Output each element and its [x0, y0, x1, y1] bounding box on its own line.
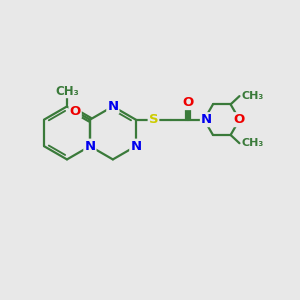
Text: CH₃: CH₃ [242, 91, 264, 101]
Text: S: S [149, 113, 158, 126]
Text: CH₃: CH₃ [242, 138, 264, 148]
Text: O: O [70, 105, 81, 118]
Text: N: N [84, 140, 95, 153]
Text: CH₃: CH₃ [55, 85, 79, 98]
Text: N: N [107, 100, 118, 113]
Text: O: O [183, 96, 194, 109]
Text: O: O [234, 113, 245, 126]
Text: N: N [201, 113, 212, 126]
Text: N: N [130, 140, 141, 153]
